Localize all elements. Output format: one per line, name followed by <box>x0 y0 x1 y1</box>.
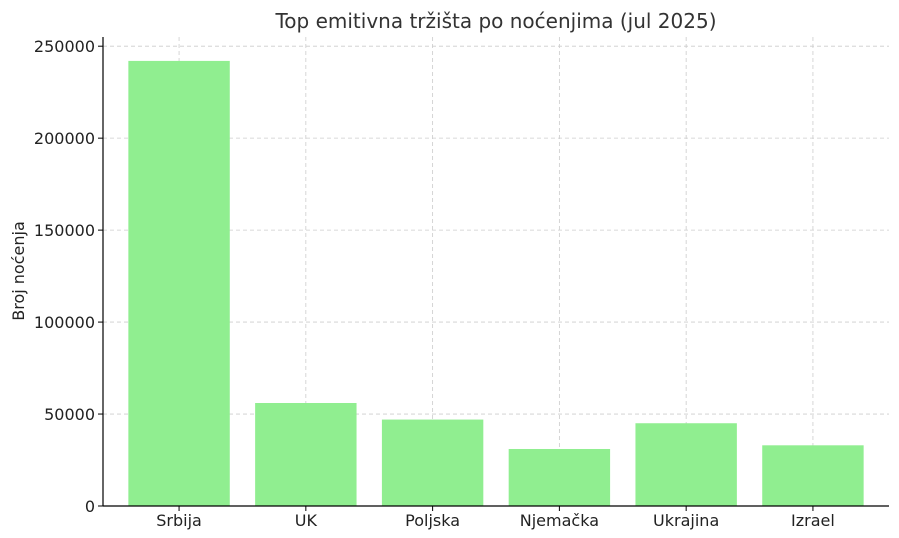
x-tick-label: Izrael <box>791 511 835 530</box>
bar-uk <box>255 403 357 506</box>
y-tick-label: 250000 <box>34 37 95 56</box>
bars <box>128 60 864 507</box>
y-tick-label: 100000 <box>34 313 95 332</box>
chart-title: Top emitivna tržišta po noćenjima (jul 2… <box>274 9 716 33</box>
bar-izrael <box>762 445 864 506</box>
y-tick-label: 200000 <box>34 129 95 148</box>
y-axis-label: Broj noćenja <box>9 221 28 320</box>
x-tick-label: Njemačka <box>520 511 599 530</box>
x-tick-label: Ukrajina <box>653 511 719 530</box>
x-tick-label: Poljska <box>405 511 460 530</box>
x-tick-label: UK <box>295 511 318 530</box>
x-tick-label: Srbija <box>156 511 202 530</box>
tick-labels: 0 50000 100000 150000 200000 250000 Srbija UK Po… <box>34 37 835 530</box>
bar-poljska <box>381 419 484 506</box>
bar-njemačka <box>508 448 611 506</box>
y-tick-label: 50000 <box>44 405 95 424</box>
y-tick-label: 0 <box>85 497 95 516</box>
y-tick-label: 150000 <box>34 221 95 240</box>
axes <box>98 37 889 511</box>
bar-ukrajina <box>635 423 737 506</box>
bar-srbija <box>128 60 230 507</box>
